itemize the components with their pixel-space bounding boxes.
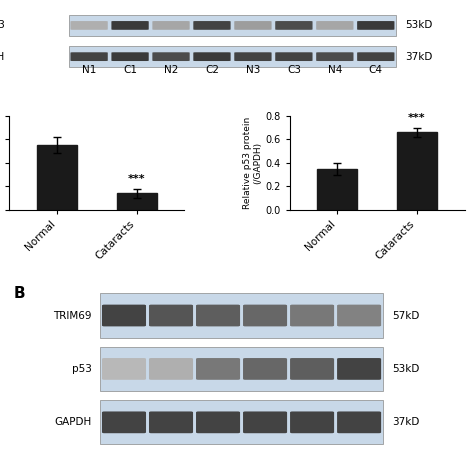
FancyBboxPatch shape — [102, 411, 146, 433]
Text: B: B — [14, 286, 26, 301]
FancyBboxPatch shape — [290, 411, 334, 433]
FancyBboxPatch shape — [316, 21, 354, 30]
Text: GAPDH: GAPDH — [54, 417, 91, 428]
FancyBboxPatch shape — [337, 411, 381, 433]
Text: TRIM69: TRIM69 — [53, 310, 91, 320]
FancyBboxPatch shape — [234, 52, 272, 61]
FancyBboxPatch shape — [243, 358, 287, 380]
Y-axis label: Relative p53 protein
(/GAPDH): Relative p53 protein (/GAPDH) — [243, 117, 262, 209]
FancyBboxPatch shape — [193, 21, 231, 30]
Bar — [397, 132, 437, 210]
FancyBboxPatch shape — [69, 15, 396, 36]
FancyBboxPatch shape — [69, 46, 396, 67]
Text: C2: C2 — [205, 64, 219, 74]
FancyBboxPatch shape — [71, 52, 108, 61]
FancyBboxPatch shape — [290, 305, 334, 327]
FancyBboxPatch shape — [111, 52, 149, 61]
FancyBboxPatch shape — [337, 358, 381, 380]
FancyBboxPatch shape — [149, 358, 193, 380]
FancyBboxPatch shape — [102, 358, 146, 380]
FancyBboxPatch shape — [152, 21, 190, 30]
FancyBboxPatch shape — [290, 358, 334, 380]
FancyBboxPatch shape — [152, 52, 190, 61]
Text: p53: p53 — [0, 20, 5, 30]
FancyBboxPatch shape — [100, 347, 383, 391]
FancyBboxPatch shape — [243, 411, 287, 433]
FancyBboxPatch shape — [275, 52, 312, 61]
Text: C4: C4 — [369, 64, 383, 74]
FancyBboxPatch shape — [102, 305, 146, 327]
Text: N2: N2 — [164, 64, 178, 74]
Text: 37kD: 37kD — [392, 417, 419, 428]
FancyBboxPatch shape — [100, 400, 383, 445]
FancyBboxPatch shape — [357, 21, 394, 30]
Bar — [37, 146, 77, 210]
FancyBboxPatch shape — [100, 293, 383, 337]
Text: 53kD: 53kD — [405, 20, 433, 30]
Text: 57kD: 57kD — [392, 310, 419, 320]
FancyBboxPatch shape — [196, 305, 240, 327]
FancyBboxPatch shape — [193, 52, 231, 61]
FancyBboxPatch shape — [196, 411, 240, 433]
Text: GAPDH: GAPDH — [0, 52, 5, 62]
Bar — [117, 193, 156, 210]
FancyBboxPatch shape — [149, 305, 193, 327]
Text: C1: C1 — [123, 64, 137, 74]
FancyBboxPatch shape — [316, 52, 354, 61]
Text: 37kD: 37kD — [405, 52, 433, 62]
Text: N1: N1 — [82, 64, 96, 74]
Text: ***: *** — [408, 113, 426, 123]
FancyBboxPatch shape — [357, 52, 394, 61]
Text: C3: C3 — [287, 64, 301, 74]
FancyBboxPatch shape — [149, 411, 193, 433]
FancyBboxPatch shape — [243, 305, 287, 327]
Text: N4: N4 — [328, 64, 342, 74]
Text: ***: *** — [128, 174, 146, 184]
Text: p53: p53 — [72, 364, 91, 374]
FancyBboxPatch shape — [71, 21, 108, 30]
Text: N3: N3 — [246, 64, 260, 74]
FancyBboxPatch shape — [337, 305, 381, 327]
Bar — [318, 169, 357, 210]
FancyBboxPatch shape — [234, 21, 272, 30]
FancyBboxPatch shape — [275, 21, 312, 30]
Text: 53kD: 53kD — [392, 364, 419, 374]
FancyBboxPatch shape — [196, 358, 240, 380]
FancyBboxPatch shape — [111, 21, 149, 30]
